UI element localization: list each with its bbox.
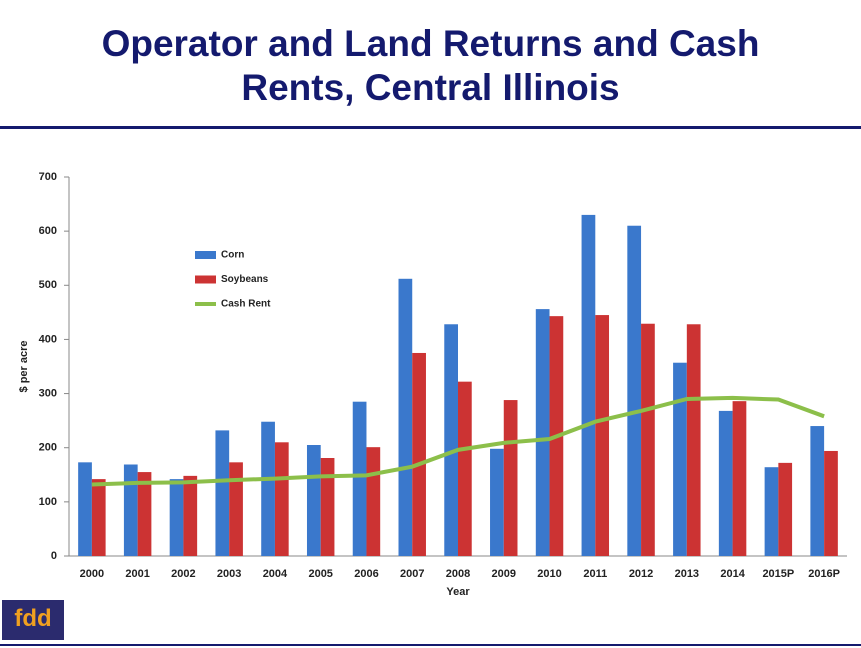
bar xyxy=(169,479,184,556)
bar xyxy=(673,362,687,556)
x-tick-label: 2015P xyxy=(762,568,794,580)
bar xyxy=(352,401,367,556)
bar xyxy=(366,447,381,556)
bar xyxy=(764,467,779,556)
bar xyxy=(261,421,275,556)
line xyxy=(91,395,825,487)
bar xyxy=(412,352,426,556)
bar xyxy=(824,450,838,556)
bar xyxy=(78,462,92,556)
bar xyxy=(581,214,596,556)
legend-label: Corn xyxy=(221,250,244,261)
y-tick-label: 600 xyxy=(39,225,57,237)
x-tick-label: 2016P xyxy=(808,568,840,580)
x-tick-label: 2011 xyxy=(583,568,607,580)
logo: fdd xyxy=(2,600,64,640)
bar xyxy=(398,278,413,556)
y-tick-label: 400 xyxy=(39,333,57,345)
x-tick-label: 2002 xyxy=(171,568,195,580)
bar xyxy=(137,472,152,556)
x-tick-label: 2000 xyxy=(80,568,104,580)
legend-label: Cash Rent xyxy=(221,299,271,310)
x-tick-label: 2013 xyxy=(675,568,699,580)
bar xyxy=(458,381,472,556)
y-tick-label: 700 xyxy=(39,171,57,183)
bar xyxy=(627,225,642,556)
bar xyxy=(229,462,243,556)
x-tick-label: 2007 xyxy=(400,568,424,580)
legend-label: Soybeans xyxy=(221,274,269,285)
legend-swatch xyxy=(195,275,216,284)
bar xyxy=(91,479,106,556)
bar xyxy=(686,324,701,556)
y-tick-label: 300 xyxy=(39,387,57,399)
y-tick-label: 100 xyxy=(39,496,57,508)
legend-swatch xyxy=(195,251,216,259)
x-tick-label: 2008 xyxy=(446,568,470,580)
x-tick-label: 2005 xyxy=(308,568,332,580)
bar xyxy=(810,426,825,556)
bar xyxy=(123,464,138,556)
bar xyxy=(778,462,793,556)
x-axis-label: Year xyxy=(446,586,470,598)
bar xyxy=(183,475,198,556)
bar xyxy=(444,324,458,556)
bar xyxy=(274,442,289,556)
x-tick-label: 2009 xyxy=(492,568,516,580)
x-tick-label: 2004 xyxy=(263,568,288,580)
x-tick-label: 2003 xyxy=(217,568,241,580)
y-tick-label: 0 xyxy=(51,550,57,562)
bar xyxy=(732,401,747,556)
x-tick-label: 2014 xyxy=(720,568,745,580)
bar xyxy=(641,323,655,556)
bar xyxy=(306,445,321,556)
bottom-rule xyxy=(0,644,861,646)
bar xyxy=(320,458,335,556)
x-tick-label: 2010 xyxy=(537,568,561,580)
bar xyxy=(503,400,518,556)
bar xyxy=(595,315,610,556)
y-tick-label: 200 xyxy=(39,442,57,454)
bar xyxy=(535,309,550,556)
x-tick-label: 2012 xyxy=(629,568,653,580)
y-tick-label: 500 xyxy=(39,279,57,291)
slide-title: Operator and Land Returns and Cash Rents… xyxy=(101,23,760,108)
x-tick-label: 2006 xyxy=(354,568,378,580)
y-axis-label: $ per acre xyxy=(18,341,30,393)
bar xyxy=(215,430,230,556)
chart: 0 100 200 300 400 500 600 700 2000 2001 2002 2003 20… xyxy=(0,160,861,600)
title-rule xyxy=(0,126,861,129)
x-tick-label: 2001 xyxy=(125,568,149,580)
bar xyxy=(490,448,504,556)
bar xyxy=(718,410,733,556)
